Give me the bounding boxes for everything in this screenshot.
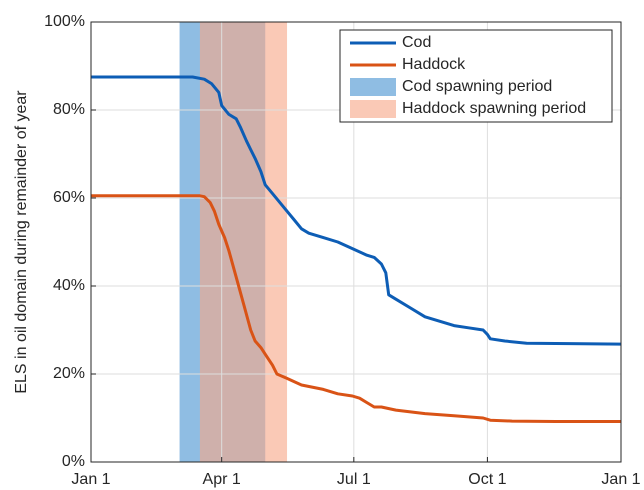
y-tick-label: 20% xyxy=(53,365,85,382)
x-tick-label: Oct 1 xyxy=(468,471,506,488)
x-tick-label: Jul 1 xyxy=(337,471,371,488)
series-line xyxy=(91,75,622,346)
spawning-span xyxy=(199,22,288,462)
x-tick-label: Jan 1 xyxy=(601,471,640,488)
y-axis-label: ELS in oil domain during remainder of ye… xyxy=(13,90,30,394)
legend-swatch xyxy=(350,100,396,118)
legend-label: Cod xyxy=(402,34,431,51)
x-tick-label: Jan 1 xyxy=(71,471,110,488)
x-tick-label: Apr 1 xyxy=(203,471,241,488)
legend-label: Cod spawning period xyxy=(402,78,552,95)
legend-label: Haddock spawning period xyxy=(402,100,586,117)
y-tick-label: 100% xyxy=(44,13,85,30)
legend: Cod Haddock Cod spawning period Haddock spa… xyxy=(339,29,613,123)
y-tick-label: 80% xyxy=(53,101,85,118)
y-tick-label: 0% xyxy=(62,453,85,470)
y-tick-label: 40% xyxy=(53,277,85,294)
y-tick-label: 60% xyxy=(53,189,85,206)
legend-label: Haddock xyxy=(402,56,466,73)
plot-frame xyxy=(90,21,622,463)
series-line xyxy=(91,194,621,423)
legend-swatch xyxy=(350,78,396,96)
